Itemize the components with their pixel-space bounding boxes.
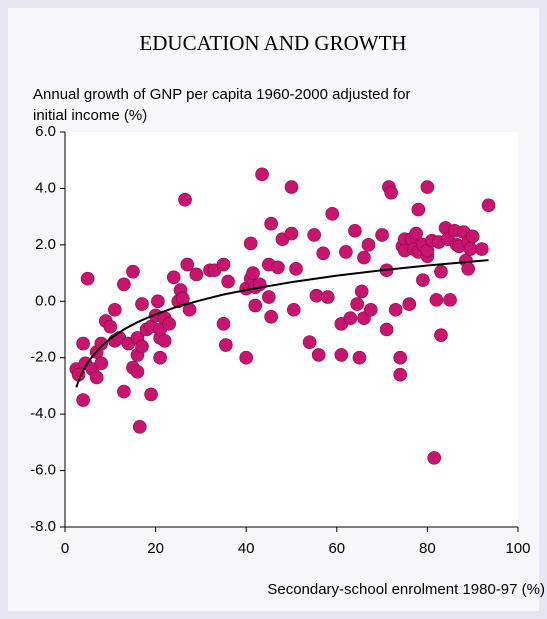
point: [361, 238, 376, 252]
point: [354, 284, 369, 299]
point: [434, 328, 448, 342]
point: [216, 317, 231, 331]
point: [80, 271, 95, 286]
point: [76, 393, 90, 407]
point: [135, 297, 149, 311]
point: [461, 262, 475, 276]
point: [89, 370, 104, 385]
point: [316, 246, 331, 261]
point: [348, 223, 362, 238]
point: [465, 229, 480, 244]
point: [350, 297, 364, 311]
point: [144, 387, 158, 402]
point: [166, 270, 181, 285]
point: [416, 273, 430, 287]
point: [320, 290, 335, 304]
x-tick-label: 0: [61, 540, 69, 557]
point: [409, 226, 423, 241]
point: [334, 348, 349, 362]
y-tick-label: -2.0: [30, 349, 56, 366]
point: [271, 260, 285, 275]
point: [243, 236, 258, 251]
y-tick-label: -4.0: [30, 405, 56, 422]
point: [393, 350, 408, 365]
point: [443, 293, 457, 307]
point: [375, 228, 389, 242]
point: [126, 264, 140, 279]
point: [264, 216, 278, 231]
point: [434, 264, 448, 279]
point: [289, 262, 303, 276]
point: [481, 198, 496, 213]
x-tick-label: 60: [328, 540, 345, 557]
point: [135, 339, 149, 354]
chart-title: EDUCATION AND GROWTH: [139, 31, 406, 55]
point: [284, 180, 299, 194]
x-tick-label: 100: [505, 540, 530, 557]
point: [311, 348, 326, 362]
point: [151, 294, 165, 309]
point: [474, 242, 489, 256]
point: [94, 356, 109, 371]
point: [180, 257, 195, 272]
point: [284, 226, 299, 241]
y-tick-label: 4.0: [35, 179, 56, 196]
point: [309, 288, 324, 303]
x-tick-label: 40: [238, 540, 255, 557]
point: [255, 167, 269, 182]
point: [103, 319, 118, 334]
point: [286, 302, 301, 317]
trend-line: [75, 259, 489, 388]
point: [307, 228, 321, 242]
point: [262, 290, 276, 304]
point: [76, 336, 90, 351]
point: [302, 335, 317, 349]
point: [108, 302, 122, 317]
point: [427, 451, 441, 465]
point: [162, 317, 176, 331]
point: [363, 302, 378, 317]
point: [325, 207, 340, 221]
point: [402, 297, 417, 311]
y-tick-label: -8.0: [30, 518, 56, 535]
point: [130, 365, 145, 379]
point: [393, 367, 408, 382]
point: [132, 420, 147, 434]
point: [117, 277, 131, 292]
point: [221, 274, 235, 289]
point: [153, 350, 167, 365]
x-tick-label: 80: [419, 540, 436, 557]
y-axis-label: initial income (%): [33, 107, 147, 124]
point: [429, 293, 444, 307]
y-tick-label: -6.0: [30, 462, 56, 479]
point: [357, 250, 371, 265]
point: [248, 298, 263, 313]
point: [246, 266, 260, 280]
point: [239, 350, 253, 365]
point: [219, 338, 233, 352]
point: [157, 333, 172, 348]
y-tick-label: 6.0: [35, 123, 56, 140]
point: [339, 245, 353, 259]
y-tick-label: 0.0: [35, 292, 56, 309]
x-axis-label: Secondary-school enrolment 1980-97 (%): [267, 581, 545, 598]
point: [420, 180, 435, 194]
point: [189, 267, 204, 282]
point: [388, 302, 403, 317]
point: [352, 350, 367, 365]
y-tick-label: 2.0: [35, 236, 56, 253]
point: [379, 322, 394, 337]
point: [384, 185, 398, 200]
point: [94, 336, 109, 351]
point: [264, 310, 278, 324]
point: [343, 311, 358, 326]
point: [411, 202, 426, 217]
y-axis-label: Annual growth of GNP per capita 1960-200…: [33, 86, 410, 103]
x-tick-label: 20: [147, 540, 164, 557]
point: [117, 384, 131, 399]
point: [216, 257, 231, 272]
point: [178, 192, 192, 207]
